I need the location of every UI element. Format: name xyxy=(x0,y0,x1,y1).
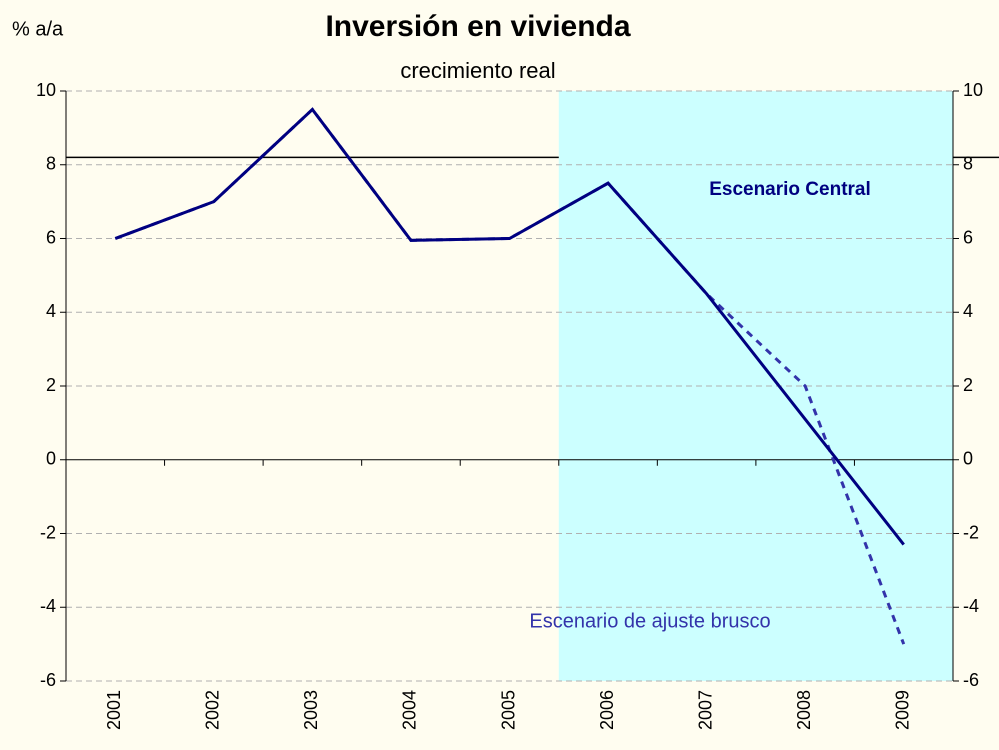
x-tick-label: 2002 xyxy=(203,690,223,730)
x-tick-label: 2009 xyxy=(892,690,912,730)
y-tick-label: 8 xyxy=(46,154,56,174)
series-label: Escenario Central xyxy=(709,179,871,200)
y-tick-label: -4 xyxy=(40,596,56,616)
x-tick-label: 2004 xyxy=(400,690,420,730)
y2-tick-label: 2 xyxy=(963,375,973,395)
x-tick-label: 2007 xyxy=(695,690,715,730)
series-label: Escenario de ajuste brusco xyxy=(529,610,770,632)
y2-tick-label: 10 xyxy=(963,80,983,100)
y2-tick-label: 8 xyxy=(963,154,973,174)
series-line xyxy=(114,107,905,546)
y2-tick-label: -4 xyxy=(963,596,979,616)
y2-tick-label: -2 xyxy=(963,522,979,542)
x-tick-label: 2008 xyxy=(794,690,814,730)
y-tick-label: 10 xyxy=(36,80,56,100)
y-axis-label: % a/a xyxy=(12,18,64,40)
y-tick-label: -6 xyxy=(40,670,56,690)
x-tick-label: 2001 xyxy=(104,690,124,730)
y-tick-label: -2 xyxy=(40,522,56,542)
y2-tick-label: -6 xyxy=(963,670,979,690)
y2-tick-label: 4 xyxy=(963,301,973,321)
y-tick-label: 2 xyxy=(46,375,56,395)
x-tick-label: 2006 xyxy=(597,690,617,730)
y2-tick-label: 6 xyxy=(963,227,973,247)
x-tick-label: 2003 xyxy=(301,690,321,730)
y-tick-label: 6 xyxy=(46,227,56,247)
chart-title: Inversión en vivienda xyxy=(325,10,630,43)
chart-subtitle: crecimiento real xyxy=(400,58,555,83)
y2-tick-label: 0 xyxy=(963,449,973,469)
x-tick-label: 2005 xyxy=(498,690,518,730)
y-tick-label: 4 xyxy=(46,301,56,321)
y-tick-label: 0 xyxy=(46,449,56,469)
